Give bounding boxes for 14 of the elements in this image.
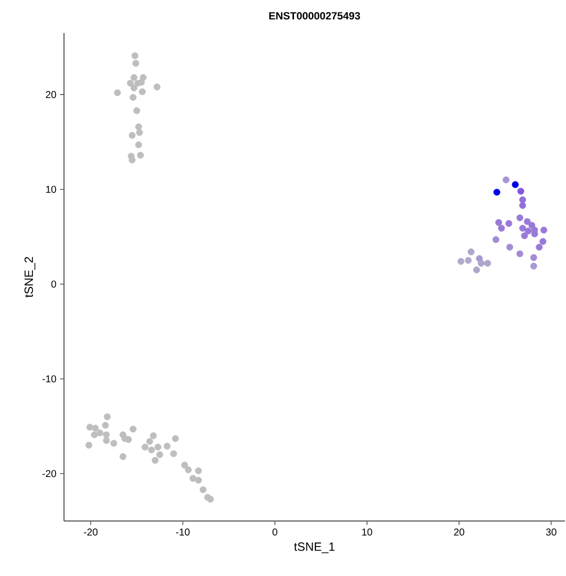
y-tick-label: 0 — [51, 280, 56, 288]
x-tick-label: 30 — [546, 528, 556, 536]
x-axis-title: tSNE_1 — [294, 542, 335, 554]
x-tick-label: 0 — [272, 528, 278, 536]
y-tick-label: -20 — [42, 470, 56, 478]
x-tick-label: 10 — [362, 528, 372, 536]
x-tick-label: 20 — [454, 528, 464, 536]
y-tick-label: 20 — [46, 91, 56, 98]
y-axis-title: tSNE_2 — [24, 257, 36, 298]
y-tick-label: -10 — [42, 375, 56, 382]
y-tick-label: 10 — [46, 186, 56, 193]
chart-title: ENST00000275493 — [269, 12, 360, 20]
x-tick-label: -10 — [176, 528, 190, 536]
x-tick-label: -20 — [84, 528, 98, 536]
